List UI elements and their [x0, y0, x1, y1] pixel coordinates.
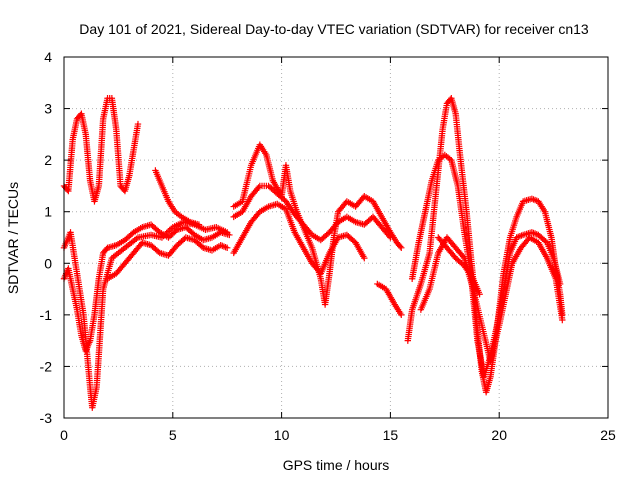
y-tick-label: 1	[44, 204, 52, 220]
x-tick-label: 0	[60, 427, 68, 443]
x-tick-label: 15	[383, 427, 399, 443]
data-point	[396, 243, 404, 250]
series-track-h	[230, 200, 368, 277]
x-tick-label: 25	[600, 427, 616, 443]
x-tick-label: 5	[169, 427, 177, 443]
y-tick-label: 3	[44, 101, 52, 117]
data-point	[361, 254, 368, 262]
plot-frame	[63, 56, 609, 419]
data-point	[476, 291, 483, 298]
y-tick-label: 0	[44, 255, 52, 271]
y-tick-label: -2	[40, 358, 53, 374]
y-tick-label: -3	[40, 410, 53, 426]
data-point	[559, 316, 566, 324]
axis-ticks: 0 5 10 15 20 25 -3 -2 -1 0 1 2 3 4	[40, 49, 616, 443]
y-axis-label: SDTVAR / TECUs	[5, 182, 21, 294]
series-track-g	[230, 182, 394, 244]
series-track-l	[417, 234, 566, 365]
data-point	[224, 229, 231, 236]
series-track-d	[104, 234, 231, 282]
data-point	[134, 120, 142, 128]
series-track-b	[60, 221, 233, 355]
series-track-f	[230, 141, 405, 308]
data-point	[556, 280, 564, 288]
data-point	[542, 238, 549, 245]
series-track-m	[435, 234, 483, 298]
series-track-e	[152, 167, 203, 228]
data-point	[64, 186, 71, 193]
data-point	[224, 244, 231, 252]
data-point	[398, 244, 405, 252]
y-tick-label: -1	[40, 307, 53, 323]
data-point	[459, 253, 467, 260]
data-point	[255, 184, 262, 191]
data-point	[385, 232, 393, 240]
data-point	[398, 311, 405, 319]
x-tick-label: 20	[491, 427, 507, 443]
series-track-i	[374, 280, 405, 319]
x-axis-label: GPS time / hours	[283, 457, 390, 473]
y-tick-label: 2	[44, 152, 52, 168]
data-points	[60, 95, 566, 411]
y-tick-label: 4	[44, 49, 52, 65]
chart-title: Day 101 of 2021, Sidereal Day-to-day VTE…	[79, 21, 589, 37]
data-point	[387, 234, 394, 241]
series-track-a	[60, 95, 142, 205]
data-point	[195, 221, 203, 228]
series-track-c	[60, 218, 231, 411]
x-tick-label: 10	[274, 427, 290, 443]
